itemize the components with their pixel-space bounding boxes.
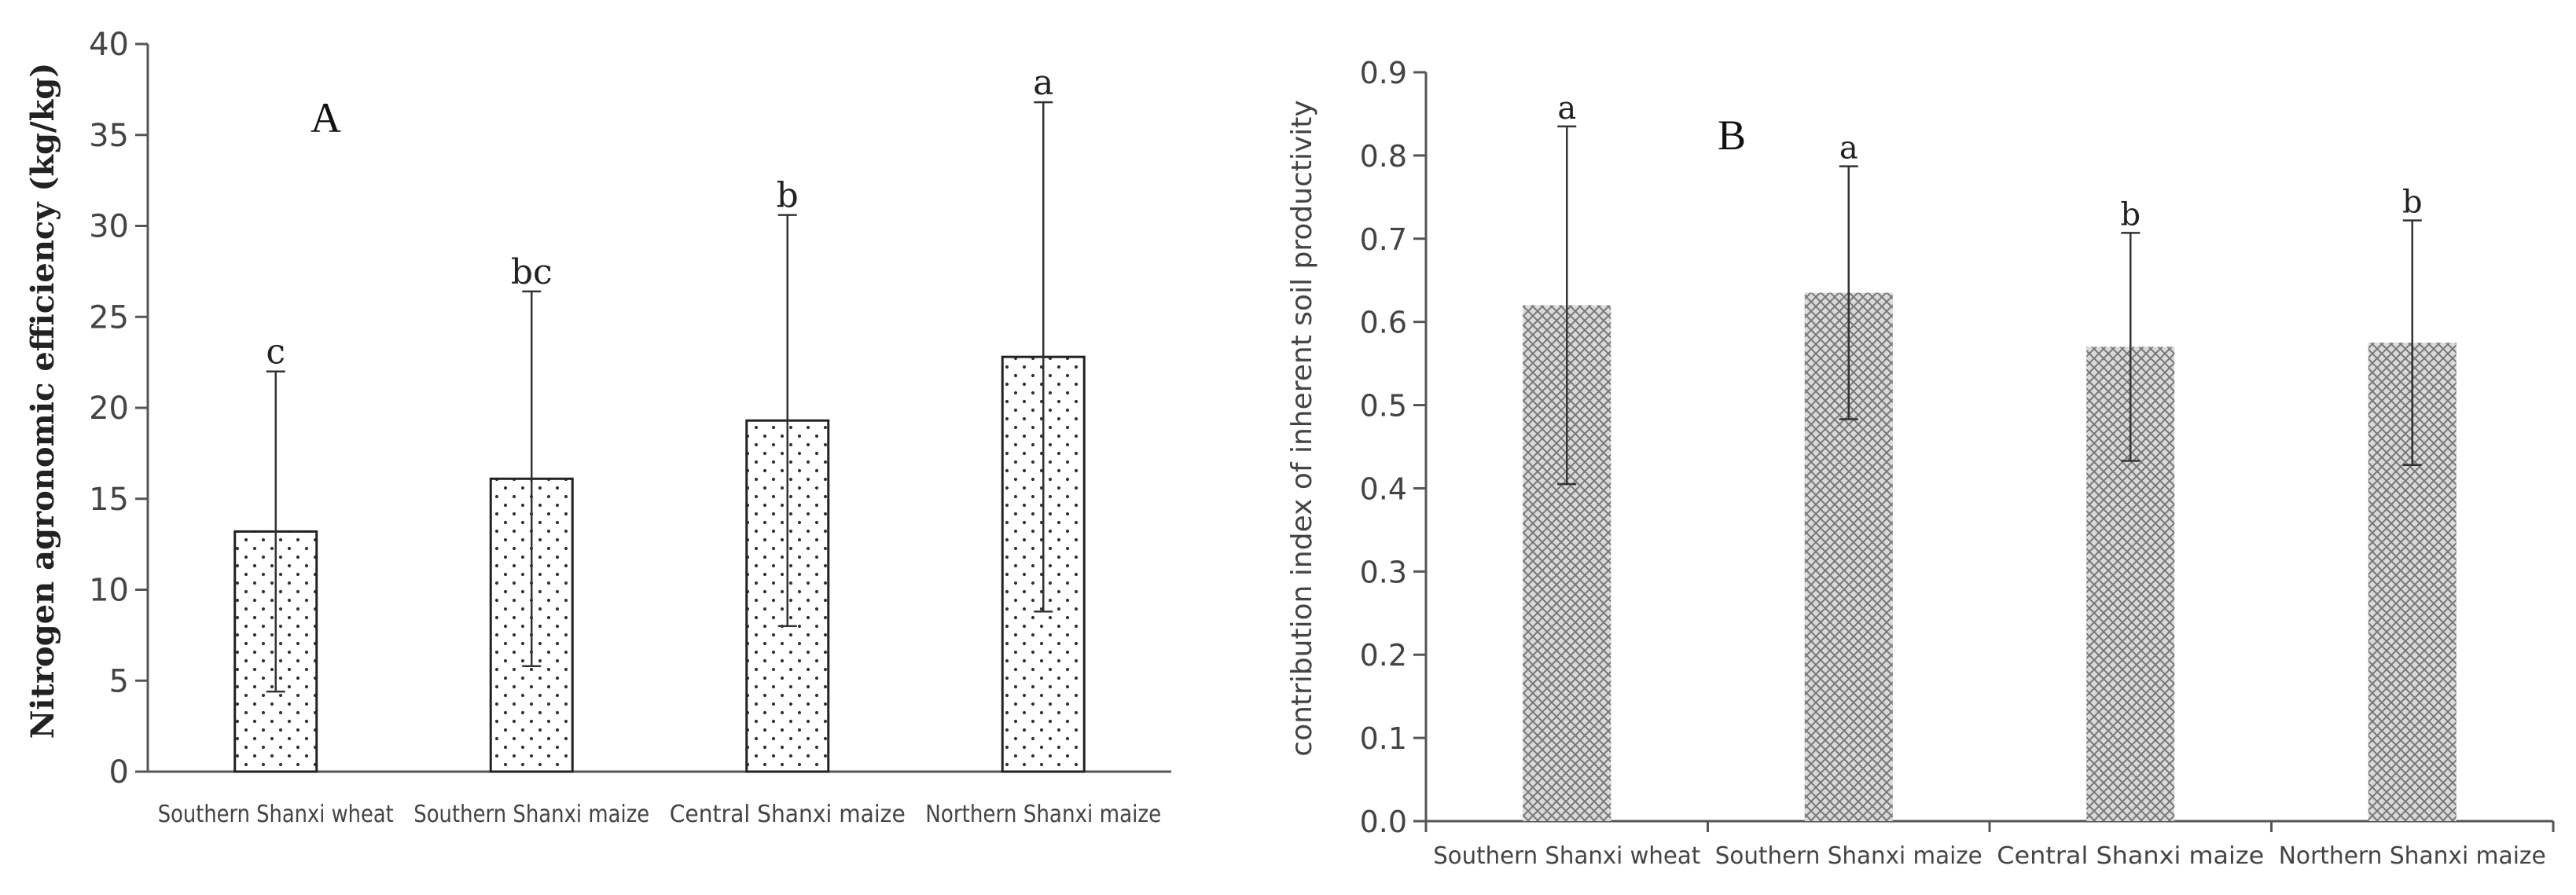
y-tick-label: 10 bbox=[89, 573, 129, 609]
y-tick-label: 30 bbox=[89, 209, 129, 245]
y-tick-label: 0.7 bbox=[1360, 222, 1407, 257]
y-tick-label: 0.9 bbox=[1360, 56, 1407, 90]
significance-letter: b bbox=[2120, 196, 2141, 233]
significance-letter: a bbox=[1839, 130, 1858, 167]
x-tick-label: Central Shanxi maize bbox=[1997, 842, 2264, 870]
y-tick-label: 0.0 bbox=[1360, 805, 1407, 839]
panel-label-a: A bbox=[311, 94, 341, 141]
x-tick-label: Northern Shanxi maize bbox=[925, 801, 1161, 828]
y-tick-label: 15 bbox=[89, 482, 129, 518]
y-tick-label: 20 bbox=[89, 391, 129, 427]
x-tick-label: Southern Shanxi maize bbox=[1715, 842, 1983, 870]
y-tick-label: 40 bbox=[89, 27, 129, 63]
x-tick-label: Southern Shanxi maize bbox=[413, 801, 649, 828]
x-tick-label: Southern Shanxi wheat bbox=[158, 801, 394, 828]
significance-letter: a bbox=[1557, 90, 1576, 127]
x-tick-label: Central Shanxi maize bbox=[670, 801, 906, 828]
y-tick-label: 35 bbox=[89, 118, 129, 154]
x-tick-label: Southern Shanxi wheat bbox=[1433, 842, 1700, 870]
y-tick-label: 0.1 bbox=[1360, 721, 1407, 756]
y-axis-label-a: Nitrogen agronomic efficiency (kg/kg) bbox=[24, 63, 61, 739]
y-tick-label: 0.3 bbox=[1360, 555, 1407, 589]
chart-b: B 0.0 0.1 0.2 0.3 0.4 0.5 0.6 0.7 0.8 0.9 a a b b So… bbox=[1286, 56, 2555, 870]
y-tick-label: 0.6 bbox=[1360, 306, 1407, 340]
significance-letter: b bbox=[2402, 184, 2423, 220]
y-tick-label: 0 bbox=[109, 754, 129, 790]
significance-letter: a bbox=[1033, 63, 1053, 103]
y-axis-label-b: contribution index of inherent soil prod… bbox=[1286, 100, 1318, 756]
y-tick-label: 0.2 bbox=[1360, 638, 1407, 673]
significance-letter: b bbox=[777, 176, 799, 216]
significance-letter: c bbox=[266, 332, 285, 372]
panel-label-b: B bbox=[1718, 112, 1746, 159]
y-tick-label: 25 bbox=[89, 299, 129, 336]
y-tick-label: 0.4 bbox=[1360, 471, 1407, 506]
x-tick-label: Northern Shanxi maize bbox=[2279, 842, 2546, 870]
chart-a: A 0 5 10 15 20 25 30 35 40 c bc b a Southern Shanxi… bbox=[24, 27, 1171, 828]
significance-letter: bc bbox=[511, 252, 553, 292]
y-tick-label: 0.8 bbox=[1360, 139, 1407, 174]
y-tick-label: 5 bbox=[109, 663, 129, 699]
y-tick-label: 0.5 bbox=[1360, 389, 1407, 424]
